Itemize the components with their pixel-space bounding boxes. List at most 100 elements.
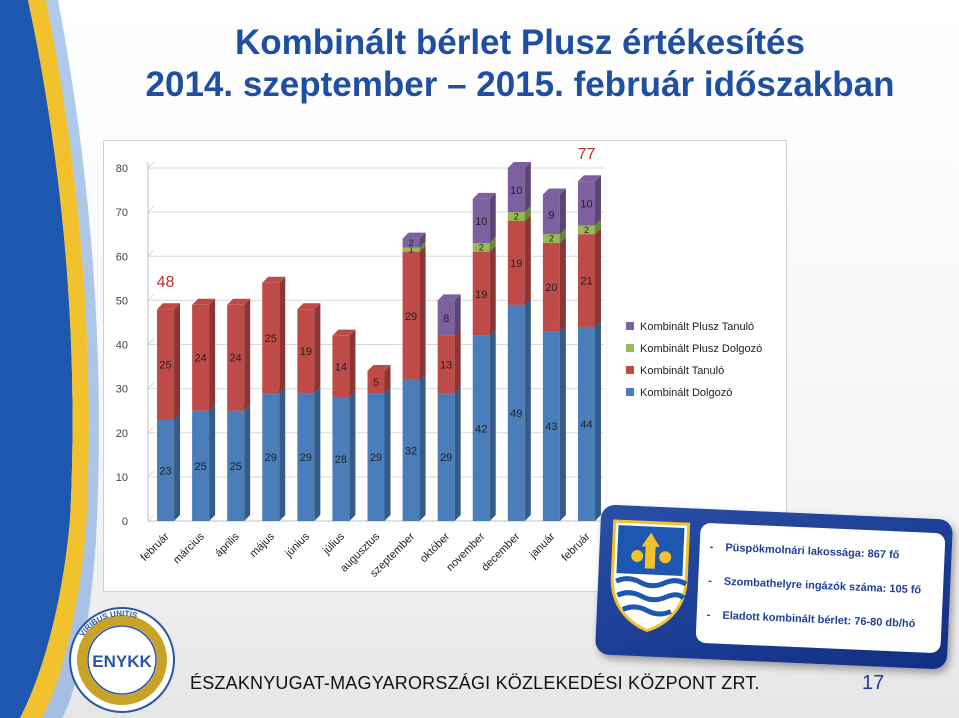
bar-segment xyxy=(157,419,175,521)
y-tick-label: 70 xyxy=(116,207,128,219)
bar-segment-side xyxy=(384,364,391,394)
bar-segment xyxy=(332,397,350,521)
bar-segment-top xyxy=(507,162,531,168)
bar-segment xyxy=(507,212,525,221)
bar-segment xyxy=(437,393,455,521)
bar-segment-side xyxy=(524,162,531,213)
data-label: 14 xyxy=(335,362,347,374)
data-label: 29 xyxy=(440,452,452,464)
legend-label: Kombinált Tanuló xyxy=(640,365,724,377)
bar-segment xyxy=(297,393,315,521)
info-card: - Püspökmolnári lakossága: 867 fő - Szomba… xyxy=(594,504,954,670)
y-tick-label: 80 xyxy=(116,163,128,175)
bar-segment-side xyxy=(314,387,321,521)
bar-segment xyxy=(402,251,420,380)
bar-segment xyxy=(577,234,595,327)
bar-segment xyxy=(472,335,490,521)
data-label: 19 xyxy=(510,258,522,270)
data-label: 19 xyxy=(475,289,487,301)
data-label: 44 xyxy=(580,419,592,431)
title-line-2: 2014. szeptember – 2015. február időszak… xyxy=(145,65,895,104)
bar-segment xyxy=(507,220,525,305)
bar-segment-side xyxy=(489,237,496,252)
bar-segment xyxy=(157,309,175,420)
bar-segment xyxy=(402,247,420,252)
bar-segment xyxy=(297,309,315,394)
data-label: 10 xyxy=(580,198,592,210)
bar-segment xyxy=(367,393,385,521)
data-label: 21 xyxy=(580,276,592,288)
data-label: 24 xyxy=(230,353,242,365)
gridline-depth xyxy=(147,294,155,301)
data-label: 5 xyxy=(373,377,379,389)
data-label: 2 xyxy=(549,234,554,244)
bar-segment-side xyxy=(209,404,216,521)
bar-segment-top xyxy=(227,298,251,305)
y-tick-label: 30 xyxy=(116,384,128,396)
data-label: 25 xyxy=(159,359,171,371)
bar-segment xyxy=(437,335,455,394)
bar-segment-top xyxy=(262,276,286,283)
bar-segment-top xyxy=(157,303,181,310)
data-label: 29 xyxy=(370,452,382,464)
data-label: 23 xyxy=(159,465,171,477)
stacked-bar-chart: 010203040506070802325február2524március2… xyxy=(116,146,763,580)
bar-segment-side xyxy=(489,245,496,336)
bar-segment-side xyxy=(489,192,496,244)
bar-segment-side xyxy=(489,329,496,521)
data-label: 25 xyxy=(265,333,277,345)
legend-swatch xyxy=(626,344,634,352)
data-label: 29 xyxy=(300,452,312,464)
data-label: 25 xyxy=(230,461,242,473)
y-tick-label: 60 xyxy=(116,251,128,263)
bar-segment-side xyxy=(559,188,566,235)
bar-segment-side xyxy=(419,241,426,252)
title-line-1: Kombinált bérlet Plusz értékesítés xyxy=(235,23,805,62)
info-commuters: - Szombathelyre ingázók száma: 105 fő xyxy=(707,575,922,597)
bar-segment-top xyxy=(297,303,321,310)
bar-segment-top xyxy=(472,192,496,199)
bar-segment-side xyxy=(524,214,531,305)
x-tick-label: április xyxy=(213,530,242,559)
bar-segment-side xyxy=(244,298,251,411)
bar-segment-side xyxy=(419,232,426,248)
page-number: 17 xyxy=(862,672,885,694)
data-label: 2 xyxy=(514,212,519,222)
bar-segment-top xyxy=(367,364,391,371)
bar-segment xyxy=(332,335,350,398)
data-label: 1 xyxy=(409,245,414,255)
bar-segment-side xyxy=(279,387,286,521)
bar-segment xyxy=(227,410,245,521)
bar-segment-top xyxy=(437,294,461,301)
info-panel: - Püspökmolnári lakossága: 867 fő - Szomba… xyxy=(695,522,946,654)
data-label: 10 xyxy=(475,216,487,228)
bar-segment xyxy=(262,393,280,521)
bar-segment xyxy=(507,168,525,213)
bar-segment xyxy=(542,331,560,521)
gridline-depth xyxy=(147,382,155,389)
x-tick-label: március xyxy=(171,530,207,566)
bar-segment-side xyxy=(594,175,601,226)
bar-segment-side xyxy=(454,329,461,394)
bar-segment xyxy=(402,379,420,521)
bar-segment xyxy=(577,225,595,235)
x-tick-label: október xyxy=(418,530,453,565)
gridline-depth xyxy=(147,338,155,345)
data-label: 8 xyxy=(443,313,449,325)
village-crest-icon xyxy=(610,519,691,633)
footer-company-name: ÉSZAKNYUGAT-MAGYARORSZÁGI KÖZLEKEDÉSI KÖ… xyxy=(190,673,760,693)
y-tick-label: 0 xyxy=(122,516,128,528)
legend-label: Kombinált Plusz Tanuló xyxy=(640,321,754,333)
gridline-depth xyxy=(147,426,155,434)
bar-segment-side xyxy=(524,206,531,221)
bar-segment xyxy=(437,300,455,336)
bar-segment-side xyxy=(244,404,251,521)
data-label: 19 xyxy=(300,346,312,358)
x-tick-label: február xyxy=(559,530,592,563)
info-sold-passes: - Eladott kombinált bérlet: 76-80 db/hó xyxy=(706,609,916,631)
bar-segment-side xyxy=(174,413,181,521)
bar-segment-top xyxy=(402,232,426,239)
gridline-depth xyxy=(147,514,155,522)
x-tick-label: június xyxy=(282,530,312,560)
bar-segment-side xyxy=(454,387,461,521)
